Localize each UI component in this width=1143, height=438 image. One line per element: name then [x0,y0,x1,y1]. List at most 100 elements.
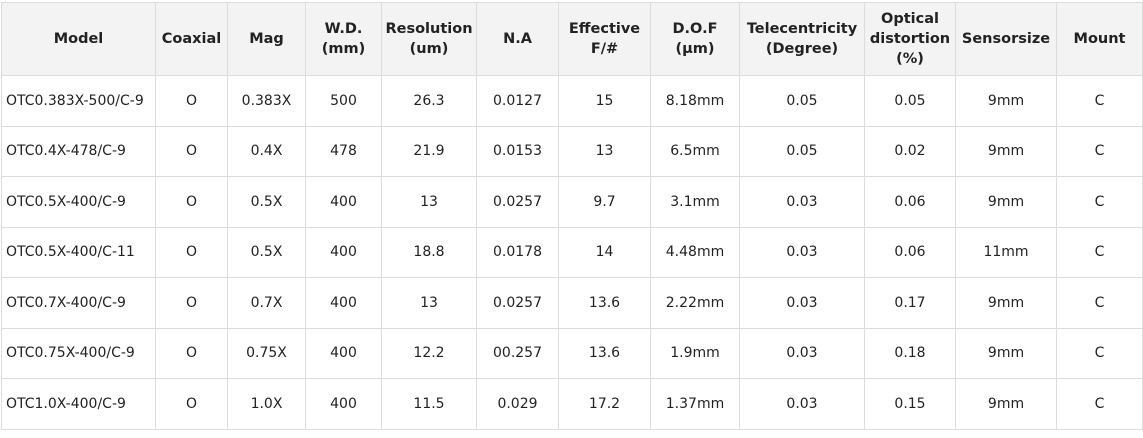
table-row: OTC0.5X-400/C-11 O 0.5X 400 18.8 0.0178 14 4.48… [1,226,1143,278]
header-cell: Mag [227,2,306,76]
header-text: Telecentricity [746,21,858,37]
table-cell: 17.2 [558,378,651,430]
table-cell: C [1056,75,1143,127]
table-cell: C [1056,378,1143,430]
header-text: Resolution [385,21,473,37]
table-cell: OTC0.5X-400/C-11 [1,226,156,278]
table-cell: 400 [305,277,382,329]
table-cell: 14 [558,226,651,278]
table-cell: 11mm [955,226,1057,278]
table-cell: 2.22mm [650,277,740,329]
table-cell: 0.0257 [476,277,559,329]
table-cell: 0.03 [739,226,865,278]
table-cell: 1.0X [227,378,306,430]
table-cell: O [155,75,228,127]
table-cell: 0.0257 [476,176,559,228]
header-cell: Mount [1056,2,1143,76]
table-cell: O [155,125,228,177]
table-cell: 0.06 [864,226,956,278]
table-cell: 0.06 [864,176,956,228]
header-cell: Telecentricity (Degree) [739,2,865,76]
table-cell: C [1056,327,1143,379]
table-cell: 9mm [955,277,1057,329]
table-cell: 400 [305,378,382,430]
table-cell: O [155,226,228,278]
table-cell: 9mm [955,75,1057,127]
table-cell: 0.7X [227,277,306,329]
table-cell: OTC1.0X-400/C-9 [1,378,156,430]
table-body: OTC0.383X-500/C-9 O 0.383X 500 26.3 0.0127 15 8… [1,75,1143,430]
table-cell: C [1056,226,1143,278]
table-cell: 0.15 [864,378,956,430]
table-row: OTC0.5X-400/C-9 O 0.5X 400 13 0.0257 9.7 3.1mm 0… [1,176,1143,228]
table-cell: 13 [381,176,477,228]
header-text: (Degree) [765,41,839,57]
table-cell: 400 [305,226,382,278]
header-text: (μm) [675,41,715,57]
table-cell: 0.02 [864,125,956,177]
table-cell: 13.6 [558,327,651,379]
header-text: Coaxial [161,31,222,47]
spec-table: Model Coaxial Mag W.D. (mm) Resolution (um) N.A… [1,2,1143,430]
table-cell: 1.9mm [650,327,740,379]
header-text: W.D. [324,21,363,37]
table-cell: O [155,277,228,329]
table-cell: OTC0.383X-500/C-9 [1,75,156,127]
table-cell: 0.18 [864,327,956,379]
table-cell: 18.8 [381,226,477,278]
table-cell: OTC0.5X-400/C-9 [1,176,156,228]
table-cell: 9mm [955,176,1057,228]
header-text: Model [53,31,104,47]
table-row: OTC0.4X-478/C-9 O 0.4X 478 21.9 0.0153 13 6.5mm… [1,125,1143,177]
table-cell: O [155,378,228,430]
header-text: Sensorsize [961,31,1051,47]
table-cell: 0.75X [227,327,306,379]
table-row: OTC0.7X-400/C-9 O 0.7X 400 13 0.0257 13.6 2.22m… [1,277,1143,329]
header-text: Optical [881,11,939,27]
table-cell: 400 [305,327,382,379]
header-text: Effective [568,21,641,37]
header-text: (%) [896,51,924,67]
table-cell: 500 [305,75,382,127]
header-cell: N.A [476,2,559,76]
table-cell: 0.05 [864,75,956,127]
header-text: Mag [249,31,284,47]
table-cell: 11.5 [381,378,477,430]
table-cell: 0.029 [476,378,559,430]
header-cell: Sensorsize [955,2,1057,76]
table-cell: 0.03 [739,277,865,329]
table-cell: 3.1mm [650,176,740,228]
table-row: OTC1.0X-400/C-9 O 1.0X 400 11.5 0.029 17.2 1.37… [1,378,1143,430]
table-header: Model Coaxial Mag W.D. (mm) Resolution (um) N.A… [1,2,1143,76]
table-cell: C [1056,277,1143,329]
table-cell: O [155,176,228,228]
table-row: OTC0.383X-500/C-9 O 0.383X 500 26.3 0.0127 15 8… [1,75,1143,127]
table-cell: C [1056,125,1143,177]
table-cell: 00.257 [476,327,559,379]
table-cell: 15 [558,75,651,127]
table-cell: 9mm [955,378,1057,430]
table-cell: 0.17 [864,277,956,329]
table-cell: 1.37mm [650,378,740,430]
table-cell: 0.0153 [476,125,559,177]
table-cell: O [155,327,228,379]
header-cell: Coaxial [155,2,228,76]
table-cell: 478 [305,125,382,177]
table-cell: 26.3 [381,75,477,127]
header-text: Mount [1073,31,1126,47]
header-text: (um) [409,41,449,57]
header-row: Model Coaxial Mag W.D. (mm) Resolution (um) N.A… [1,2,1143,76]
table-cell: 0.383X [227,75,306,127]
table-cell: OTC0.4X-478/C-9 [1,125,156,177]
table-cell: 12.2 [381,327,477,379]
table-cell: 9mm [955,327,1057,379]
header-cell: Optical distortion (%) [864,2,956,76]
table-cell: 0.03 [739,327,865,379]
table-cell: 0.4X [227,125,306,177]
table-cell: 8.18mm [650,75,740,127]
table-cell: OTC0.7X-400/C-9 [1,277,156,329]
table-cell: C [1056,176,1143,228]
header-cell: Model [1,2,156,76]
table-cell: 0.03 [739,378,865,430]
header-cell: Effective F/# [558,2,651,76]
